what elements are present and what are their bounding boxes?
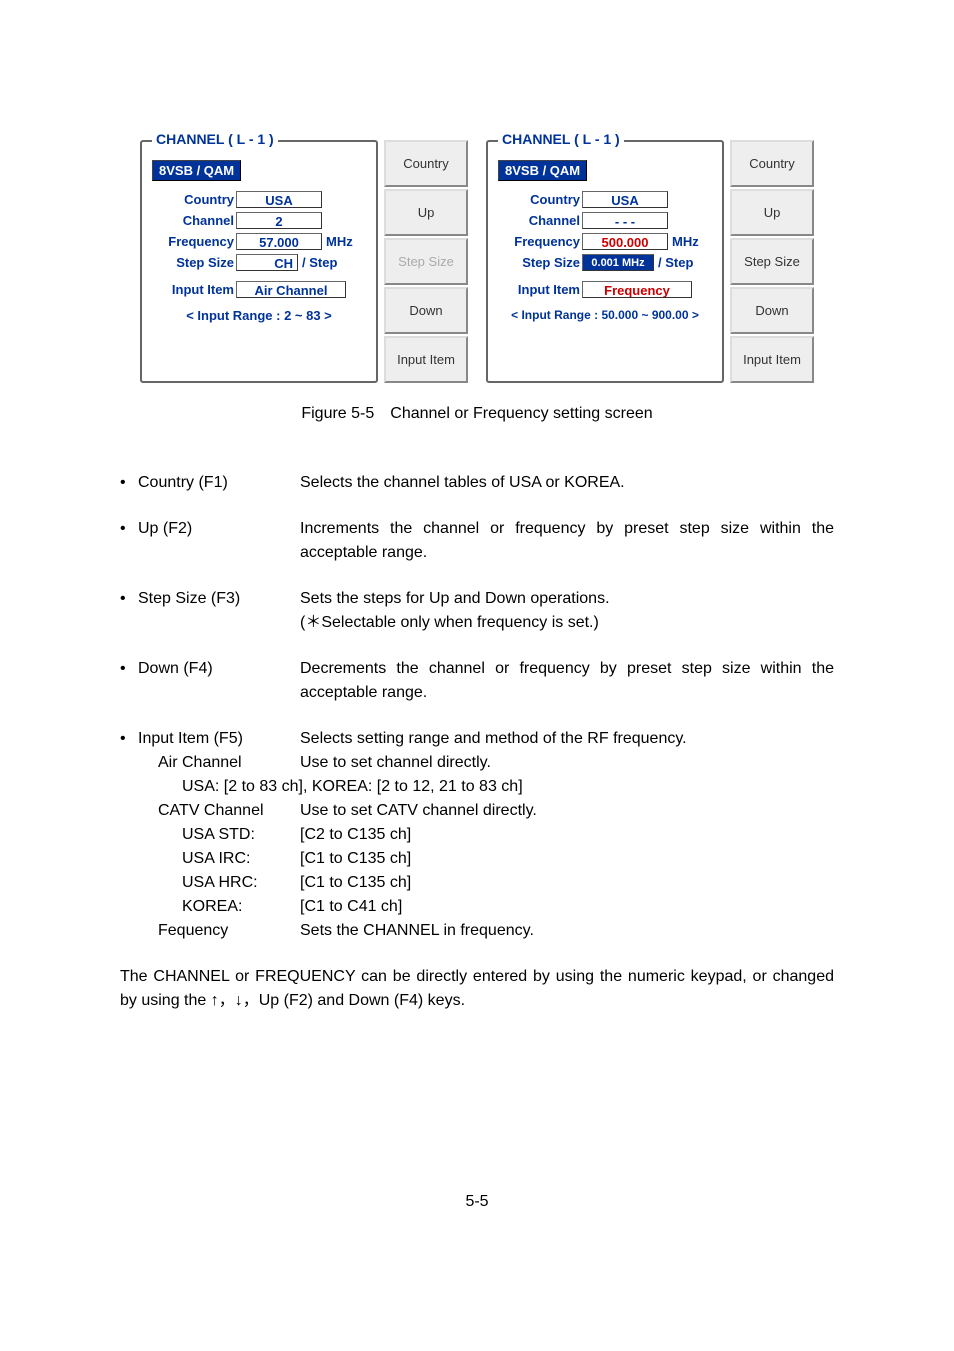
inputitem-button[interactable]: Input Item — [384, 336, 468, 383]
sub-usastd-label: USA STD: — [120, 823, 300, 847]
sub-fequency-desc: Sets the CHANNEL in frequency. — [300, 919, 834, 943]
stepsize-button[interactable]: Step Size — [384, 238, 468, 285]
channel-label: Channel — [158, 213, 236, 228]
item-up: • Up (F2) Increments the channel or freq… — [120, 517, 834, 565]
item-desc: Sets the steps for Up and Down operation… — [300, 587, 834, 635]
channel-field[interactable]: 2 — [236, 212, 322, 229]
item-desc: Increments the channel or frequency by p… — [300, 517, 834, 565]
sub-air-range: USA: [2 to 83 ch], KOREA: [2 to 12, 21 t… — [120, 775, 523, 799]
bullet-icon: • — [120, 727, 138, 751]
sub-block: Air Channel Use to set channel directly.… — [120, 751, 834, 943]
country-field[interactable]: USA — [236, 191, 322, 208]
item-label: Step Size (F3) — [138, 587, 300, 635]
inputitem-field[interactable]: Air Channel — [236, 281, 346, 298]
item-desc: Selects setting range and method of the … — [300, 727, 834, 751]
panel-left: CHANNEL ( L - 1 ) 8VSB / QAM Country USA… — [140, 140, 378, 383]
frequency-field[interactable]: 57.000 — [236, 233, 322, 250]
bullet-icon: • — [120, 587, 138, 635]
stepsize-label: Step Size — [158, 255, 236, 270]
input-range: < Input Range : 2 ~ 83 > — [152, 308, 366, 323]
item-stepsize: • Step Size (F3) Sets the steps for Up a… — [120, 587, 834, 635]
frequency-label: Frequency — [504, 234, 582, 249]
sub-catv-label: CATV Channel — [120, 799, 300, 823]
down-button[interactable]: Down — [384, 287, 468, 334]
bullet-icon: • — [120, 517, 138, 565]
frequency-field[interactable]: 500.000 — [582, 233, 668, 250]
country-field[interactable]: USA — [582, 191, 668, 208]
item-desc-line2: (＊Selectable only when frequency is set.… — [300, 614, 599, 631]
stepsize-label: Step Size — [504, 255, 582, 270]
step-suffix: / Step — [298, 255, 337, 270]
sub-airchannel-desc: Use to set channel directly. — [300, 751, 834, 775]
mhz-unit: MHz — [668, 234, 699, 249]
mode-label: 8VSB / QAM — [152, 160, 241, 181]
screen-right: CHANNEL ( L - 1 ) 8VSB / QAM Country USA… — [486, 140, 814, 383]
sub-airchannel-label: Air Channel — [120, 751, 300, 775]
sub-catv-desc: Use to set CATV channel directly. — [300, 799, 834, 823]
sub-usairc-label: USA IRC: — [120, 847, 300, 871]
stepsize-button[interactable]: Step Size — [730, 238, 814, 285]
panel-title: CHANNEL ( L - 1 ) — [152, 131, 278, 147]
item-desc-line1: Sets the steps for Up and Down operation… — [300, 590, 610, 607]
item-label: Down (F4) — [138, 657, 300, 705]
country-button[interactable]: Country — [730, 140, 814, 187]
up-button[interactable]: Up — [384, 189, 468, 236]
item-inputitem: • Input Item (F5) Selects setting range … — [120, 727, 834, 751]
bullet-icon: • — [120, 471, 138, 495]
closing-text: The CHANNEL or FREQUENCY can be directly… — [120, 965, 834, 1013]
down-button[interactable]: Down — [730, 287, 814, 334]
sub-korea-label: KOREA: — [120, 895, 300, 919]
panel-title: CHANNEL ( L - 1 ) — [498, 131, 624, 147]
input-range: < Input Range : 50.000 ~ 900.00 > — [498, 308, 712, 322]
item-label: Country (F1) — [138, 471, 300, 495]
inputitem-label: Input Item — [158, 282, 236, 297]
channel-field[interactable]: - - - — [582, 212, 668, 229]
stepsize-field[interactable]: CH — [236, 254, 298, 271]
step-suffix: / Step — [654, 255, 693, 270]
item-country: • Country (F1) Selects the channel table… — [120, 471, 834, 495]
screen-left: CHANNEL ( L - 1 ) 8VSB / QAM Country USA… — [140, 140, 468, 383]
panel-right: CHANNEL ( L - 1 ) 8VSB / QAM Country USA… — [486, 140, 724, 383]
side-buttons-left: Country Up Step Size Down Input Item — [384, 140, 468, 383]
inputitem-button[interactable]: Input Item — [730, 336, 814, 383]
figure-caption: Figure 5-5 Channel or Frequency setting … — [0, 405, 954, 423]
channel-label: Channel — [504, 213, 582, 228]
body-text: • Country (F1) Selects the channel table… — [0, 423, 954, 1013]
side-buttons-right: Country Up Step Size Down Input Item — [730, 140, 814, 383]
sub-usahrc-label: USA HRC: — [120, 871, 300, 895]
item-down: • Down (F4) Decrements the channel or fr… — [120, 657, 834, 705]
mhz-unit: MHz — [322, 234, 353, 249]
frequency-label: Frequency — [158, 234, 236, 249]
mode-label: 8VSB / QAM — [498, 160, 587, 181]
page: CHANNEL ( L - 1 ) 8VSB / QAM Country USA… — [0, 0, 954, 1251]
sub-usahrc-desc: [C1 to C135 ch] — [300, 871, 834, 895]
sub-fequency-label: Fequency — [120, 919, 300, 943]
country-label: Country — [504, 192, 582, 207]
inputitem-field[interactable]: Frequency — [582, 281, 692, 298]
page-number: 5-5 — [0, 1193, 954, 1251]
sub-usastd-desc: [C2 to C135 ch] — [300, 823, 834, 847]
fields-right: Country USA Channel - - - Frequency 500.… — [498, 191, 712, 298]
sub-usairc-desc: [C1 to C135 ch] — [300, 847, 834, 871]
item-label: Input Item (F5) — [138, 727, 300, 751]
item-desc: Selects the channel tables of USA or KOR… — [300, 471, 834, 495]
sub-korea-desc: [C1 to C41 ch] — [300, 895, 834, 919]
screens-row: CHANNEL ( L - 1 ) 8VSB / QAM Country USA… — [0, 140, 954, 383]
item-label: Up (F2) — [138, 517, 300, 565]
inputitem-label: Input Item — [504, 282, 582, 297]
country-label: Country — [158, 192, 236, 207]
bullet-icon: • — [120, 657, 138, 705]
fields-left: Country USA Channel 2 Frequency 57.000 M… — [152, 191, 366, 298]
stepsize-field[interactable]: 0.001 MHz — [582, 254, 654, 271]
country-button[interactable]: Country — [384, 140, 468, 187]
item-desc: Decrements the channel or frequency by p… — [300, 657, 834, 705]
up-button[interactable]: Up — [730, 189, 814, 236]
